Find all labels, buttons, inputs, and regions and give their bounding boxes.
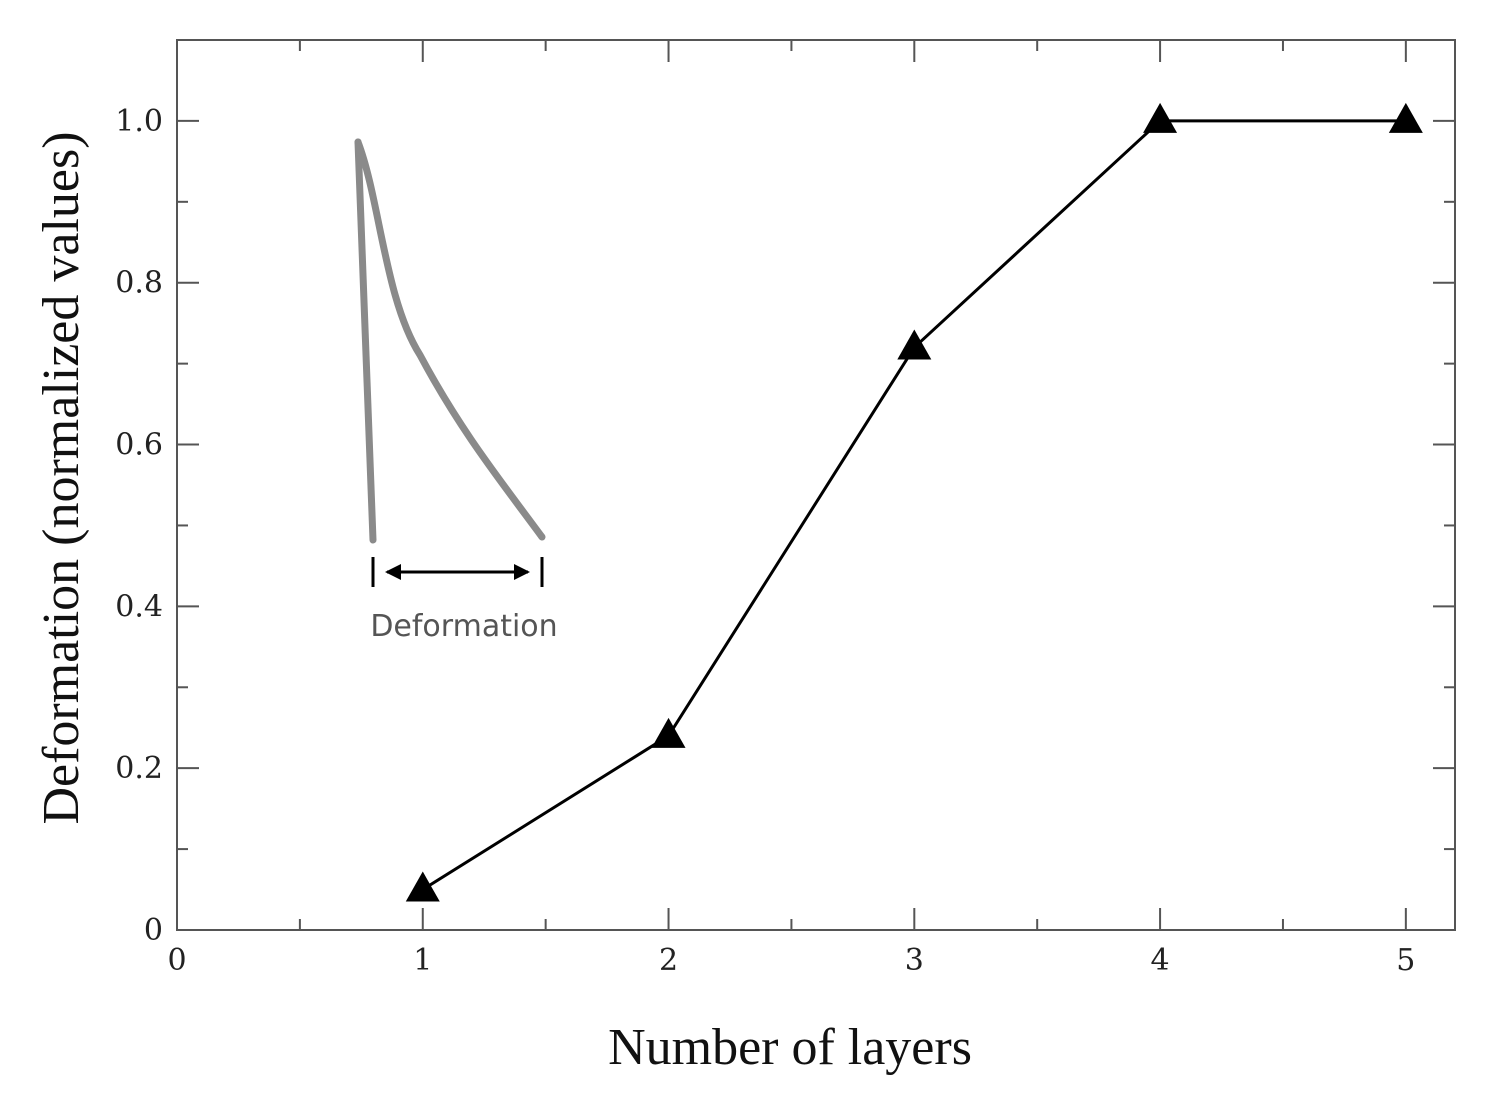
inset-schematic: Deformation (354, 138, 558, 644)
x-tick-label: 5 (1396, 943, 1415, 978)
data-point-triangle (405, 871, 440, 902)
y-tick-label: 0 (144, 913, 163, 948)
y-tick-label: 0.6 (115, 428, 163, 463)
x-tick-label: 0 (167, 943, 186, 978)
y-tick-label: 0.2 (115, 751, 163, 786)
data-point-triangle (651, 717, 686, 748)
inset-bent-beam (354, 138, 546, 541)
x-tick-label: 2 (659, 943, 678, 978)
x-axis-title: Number of layers (608, 1019, 972, 1076)
x-tick-label: 3 (905, 943, 924, 978)
y-axis-title: Deformation (normalized values) (33, 131, 90, 824)
inset-label: Deformation (370, 609, 557, 644)
y-tick-label: 0.4 (115, 589, 163, 624)
tick-labels: 0 1 2 3 4 5 0 0.2 0.4 0.6 0.8 1.0 (115, 104, 1415, 978)
x-tick-label: 1 (413, 943, 432, 978)
y-tick-label: 1.0 (115, 104, 163, 139)
inset-arrowhead-right (514, 564, 530, 580)
data-point-triangle (1388, 102, 1423, 133)
y-tick-label: 0.8 (115, 266, 163, 301)
series-line (421, 119, 1406, 891)
plot-frame (176, 39, 1456, 931)
axis-ticks (176, 39, 1455, 931)
inset-straight-beam (354, 138, 377, 544)
data-point-triangle (1143, 102, 1178, 133)
data-point-triangle (897, 329, 932, 360)
inset-arrowhead-left (385, 564, 401, 580)
series-group (405, 102, 1423, 902)
x-tick-label: 4 (1151, 943, 1170, 978)
